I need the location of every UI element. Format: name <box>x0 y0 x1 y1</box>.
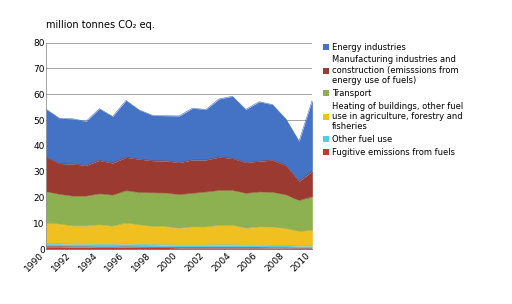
Text: million tonnes CO₂ eq.: million tonnes CO₂ eq. <box>46 20 155 30</box>
Legend: Energy industries, Manufacturing industries and
construction (emisssions from
en: Energy industries, Manufacturing industr… <box>323 43 463 157</box>
